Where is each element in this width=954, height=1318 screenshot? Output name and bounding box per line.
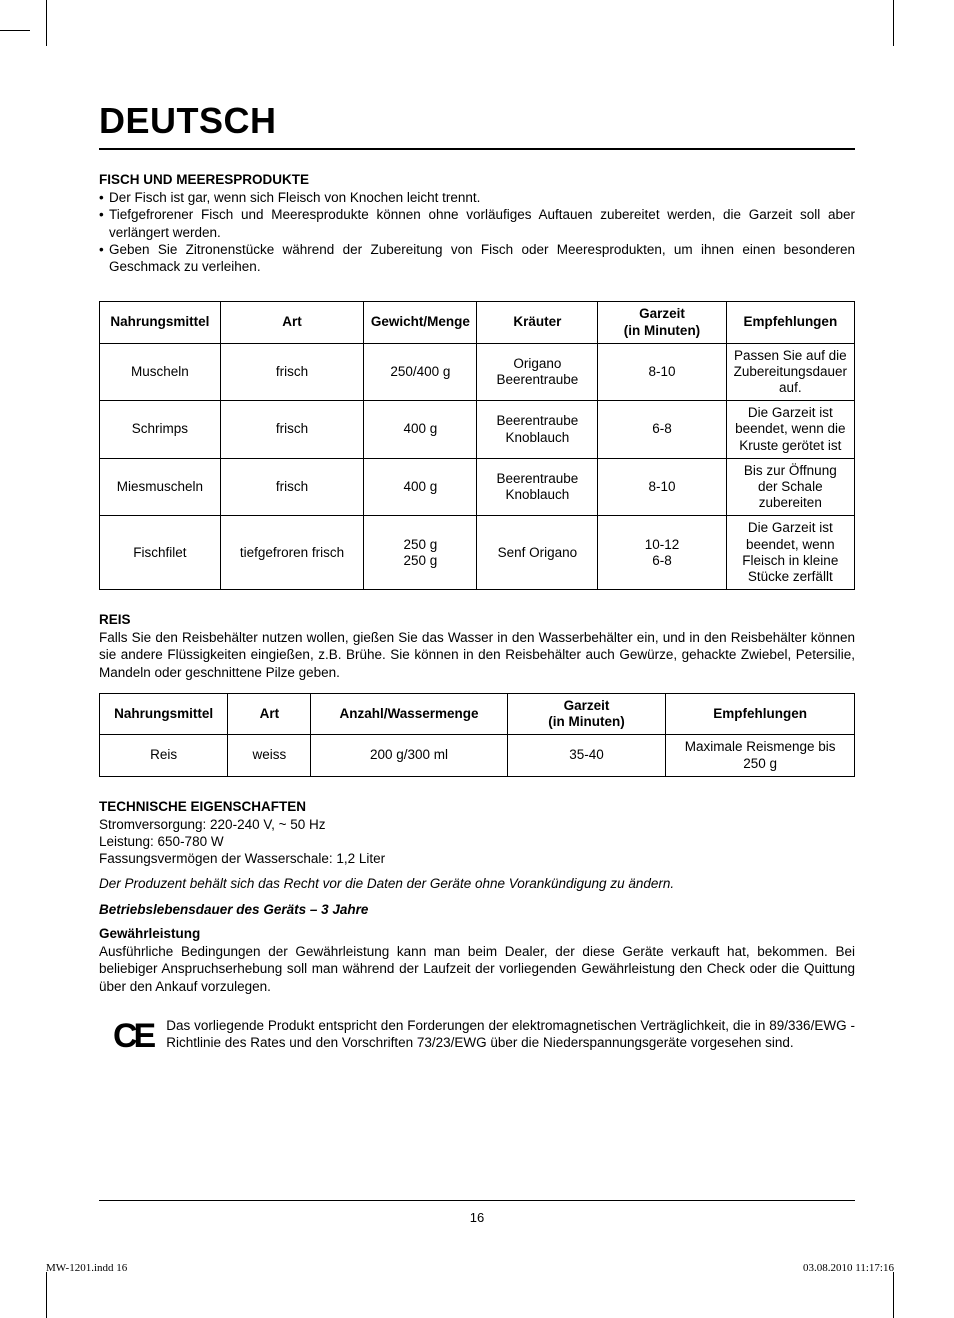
warranty-heading: Gewährleistung bbox=[99, 926, 855, 941]
device-lifespan: Betriebslebensdauer des Geräts – 3 Jahre bbox=[99, 901, 855, 918]
table-row: Miesmuschelnfrisch400 gBeerentraube Knob… bbox=[100, 458, 855, 516]
table-cell: Bis zur Öffnung der Schale zubereiten bbox=[726, 458, 854, 516]
crop-mark bbox=[46, 0, 47, 46]
rice-table: NahrungsmittelArtAnzahl/WassermengeGarze… bbox=[99, 693, 855, 777]
table-cell: frisch bbox=[220, 343, 363, 401]
crop-mark bbox=[0, 30, 30, 31]
table-cell: Muscheln bbox=[100, 343, 221, 401]
rice-heading: REIS bbox=[99, 612, 855, 627]
bullet-item: •Geben Sie Zitronenstücke während der Zu… bbox=[99, 241, 855, 276]
table-cell: Maximale Reismenge bis 250 g bbox=[666, 735, 855, 776]
table-cell: 200 g/300 ml bbox=[311, 735, 507, 776]
table-cell: 10-12 6-8 bbox=[598, 516, 726, 590]
table-cell: Beerentraube Knoblauch bbox=[477, 401, 598, 459]
crop-mark bbox=[46, 1272, 47, 1318]
footer-rule bbox=[99, 1200, 855, 1201]
table-header: Garzeit (in Minuten) bbox=[598, 302, 726, 343]
bullet-item: •Der Fisch ist gar, wenn sich Fleisch vo… bbox=[99, 189, 855, 206]
table-cell: frisch bbox=[220, 458, 363, 516]
table-cell: Passen Sie auf die Zubereitungsdauer auf… bbox=[726, 343, 854, 401]
table-header: Anzahl/Wassermenge bbox=[311, 693, 507, 734]
table-header: Kräuter bbox=[477, 302, 598, 343]
ce-mark-icon: CE bbox=[99, 1017, 152, 1053]
table-cell: 400 g bbox=[364, 401, 477, 459]
table-cell: 400 g bbox=[364, 458, 477, 516]
tech-spec-line: Fassungsvermögen der Wasserschale: 1,2 L… bbox=[99, 850, 855, 867]
print-footer: MW-1201.indd 16 03.08.2010 11:17:16 bbox=[46, 1262, 894, 1274]
table-cell: Origano Beerentraube bbox=[477, 343, 598, 401]
rice-text: Falls Sie den Reisbehälter nutzen wollen… bbox=[99, 629, 855, 681]
tech-spec-line: Leistung: 650-780 W bbox=[99, 833, 855, 850]
crop-mark bbox=[893, 0, 894, 46]
table-cell: Die Garzeit ist beendet, wenn die Kruste… bbox=[726, 401, 854, 459]
bullet-item: •Tiefgefrorener Fisch und Meeresprodukte… bbox=[99, 206, 855, 241]
tech-disclaimer: Der Produzent behält sich das Recht vor … bbox=[99, 875, 855, 892]
table-header: Empfehlungen bbox=[666, 693, 855, 734]
table-cell: Beerentraube Knoblauch bbox=[477, 458, 598, 516]
table-cell: Senf Origano bbox=[477, 516, 598, 590]
table-cell: 250/400 g bbox=[364, 343, 477, 401]
table-header: Art bbox=[228, 693, 311, 734]
language-header: DEUTSCH bbox=[99, 100, 855, 150]
tech-heading: TECHNISCHE EIGENSCHAFTEN bbox=[99, 799, 855, 814]
footer-timestamp: 03.08.2010 11:17:16 bbox=[803, 1262, 894, 1274]
table-cell: 6-8 bbox=[598, 401, 726, 459]
table-cell: 8-10 bbox=[598, 458, 726, 516]
table-cell: 35-40 bbox=[507, 735, 666, 776]
footer-file-ref: MW-1201.indd 16 bbox=[46, 1262, 127, 1274]
table-cell: Reis bbox=[100, 735, 228, 776]
table-cell: frisch bbox=[220, 401, 363, 459]
table-header: Art bbox=[220, 302, 363, 343]
crop-mark bbox=[893, 1272, 894, 1318]
page-number: 16 bbox=[0, 1210, 954, 1225]
table-header: Nahrungsmittel bbox=[100, 302, 221, 343]
table-header: Gewicht/Menge bbox=[364, 302, 477, 343]
table-cell: Fischfilet bbox=[100, 516, 221, 590]
ce-text: Das vorliegende Produkt entspricht den F… bbox=[166, 1017, 855, 1052]
document-page: DEUTSCH FISCH UND MEERESPRODUKTE •Der Fi… bbox=[99, 100, 855, 1053]
table-row: Schrimpsfrisch400 gBeerentraube Knoblauc… bbox=[100, 401, 855, 459]
table-row: Reisweiss200 g/300 ml35-40Maximale Reism… bbox=[100, 735, 855, 776]
fish-table: NahrungsmittelArtGewicht/MengeKräuterGar… bbox=[99, 301, 855, 590]
table-cell: weiss bbox=[228, 735, 311, 776]
table-header: Nahrungsmittel bbox=[100, 693, 228, 734]
table-row: Muschelnfrisch250/400 gOrigano Beerentra… bbox=[100, 343, 855, 401]
table-cell: 8-10 bbox=[598, 343, 726, 401]
table-cell: 250 g 250 g bbox=[364, 516, 477, 590]
table-header: Empfehlungen bbox=[726, 302, 854, 343]
table-row: Fischfilettiefgefroren frisch250 g 250 g… bbox=[100, 516, 855, 590]
tech-spec-line: Stromversorgung: 220-240 V, ~ 50 Hz bbox=[99, 816, 855, 833]
table-cell: tiefgefroren frisch bbox=[220, 516, 363, 590]
table-cell: Miesmuscheln bbox=[100, 458, 221, 516]
table-cell: Die Garzeit ist beendet, wenn Fleisch in… bbox=[726, 516, 854, 590]
fish-heading: FISCH UND MEERESPRODUKTE bbox=[99, 172, 855, 187]
table-cell: Schrimps bbox=[100, 401, 221, 459]
ce-compliance-block: CE Das vorliegende Produkt entspricht de… bbox=[99, 1017, 855, 1053]
table-header: Garzeit (in Minuten) bbox=[507, 693, 666, 734]
warranty-text: Ausführliche Bedingungen der Gewährleist… bbox=[99, 943, 855, 995]
